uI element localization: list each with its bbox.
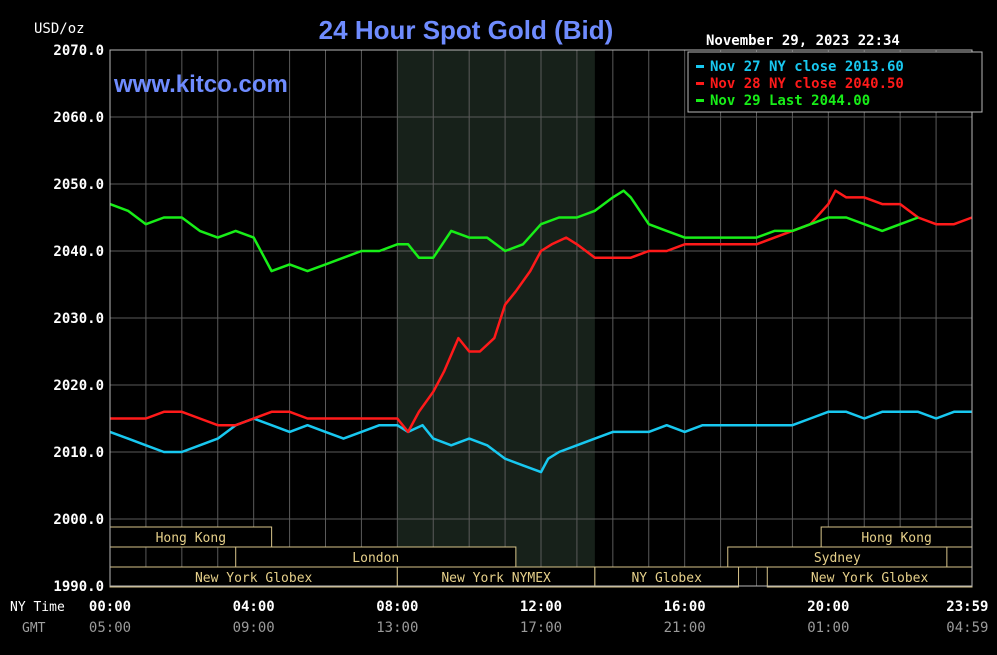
y-axis-ticks: 2070.0 2060.0 2050.0 2040.0 2030.0 2020.0 2010… (53, 43, 104, 595)
x-tick-label-ny: 23:59 (946, 599, 988, 615)
watermark-url: www.kitco.com (113, 71, 288, 98)
x-tick-label-ny: 08:00 (376, 599, 418, 615)
price-lines (109, 189, 973, 474)
series-line (109, 189, 919, 273)
y-tick-label: 2020.0 (53, 378, 104, 394)
y-tick-label: 2010.0 (53, 445, 104, 461)
session-label: New York NYMEX (441, 571, 551, 586)
x-tick-label-ny: 16:00 (664, 599, 706, 615)
legend-box (687, 51, 983, 113)
series-line (110, 189, 973, 434)
y-axis-unit-label: USD/oz (34, 21, 85, 37)
session-box (594, 566, 740, 588)
legend-swatch (696, 65, 704, 68)
legend-swatch (696, 82, 704, 85)
session-label: Hong Kong (861, 531, 931, 546)
session-label: Sydney (814, 551, 861, 566)
timestamp: November 29, 2023 22:34 (706, 33, 900, 49)
x-tick-label-gmt: 13:00 (376, 620, 418, 636)
legend-label: Nov 27 NY close 2013.60 (710, 59, 904, 75)
x-axis-ticks: 00:00 05:00 04:00 09:00 08:00 13:00 12:00 17:00… (89, 599, 989, 636)
x-tick-label-ny: 12:00 (520, 599, 562, 615)
y-tick-label: 2030.0 (53, 311, 104, 327)
legend-label: Nov 29 Last 2044.00 (710, 93, 870, 109)
series-line (109, 410, 972, 474)
session-label: London (352, 551, 399, 566)
y-tick-label: 2060.0 (53, 110, 104, 126)
y-tick-label: 2050.0 (53, 177, 104, 193)
y-tick-label: 1990.0 (53, 579, 104, 595)
x-tick-label-gmt: 21:00 (664, 620, 706, 636)
x-tick-label-ny: 00:00 (89, 599, 131, 615)
x-tick-label-gmt: 04:59 (946, 620, 988, 636)
session-label: New York Globex (195, 571, 313, 586)
session-label: NY Globex (631, 571, 702, 586)
y-tick-label: 2000.0 (53, 512, 104, 528)
grid-lines (110, 49, 972, 587)
y-tick-label: 2040.0 (53, 244, 104, 260)
plot-frame (109, 49, 973, 587)
gmt-row-label: GMT (22, 621, 46, 636)
session-label: Hong Kong (156, 531, 226, 546)
x-tick-label-gmt: 17:00 (520, 620, 562, 636)
legend-swatch (696, 99, 704, 102)
chart-title: 24 Hour Spot Gold (Bid) (319, 15, 614, 45)
x-tick-label-gmt: 09:00 (233, 620, 275, 636)
x-tick-label-gmt: 05:00 (89, 620, 131, 636)
y-tick-label: 2070.0 (53, 43, 104, 59)
x-tick-label-ny: 04:00 (233, 599, 275, 615)
ny-time-row-label: NY Time (10, 600, 65, 615)
legend-label: Nov 28 NY close 2040.50 (710, 76, 904, 92)
market-sessions: Hong Kong Hong Kong London Sydney New York G… (109, 526, 973, 588)
x-tick-label-ny: 20:00 (807, 599, 849, 615)
x-tick-label-gmt: 01:00 (807, 620, 849, 636)
session-label: New York Globex (811, 571, 929, 586)
